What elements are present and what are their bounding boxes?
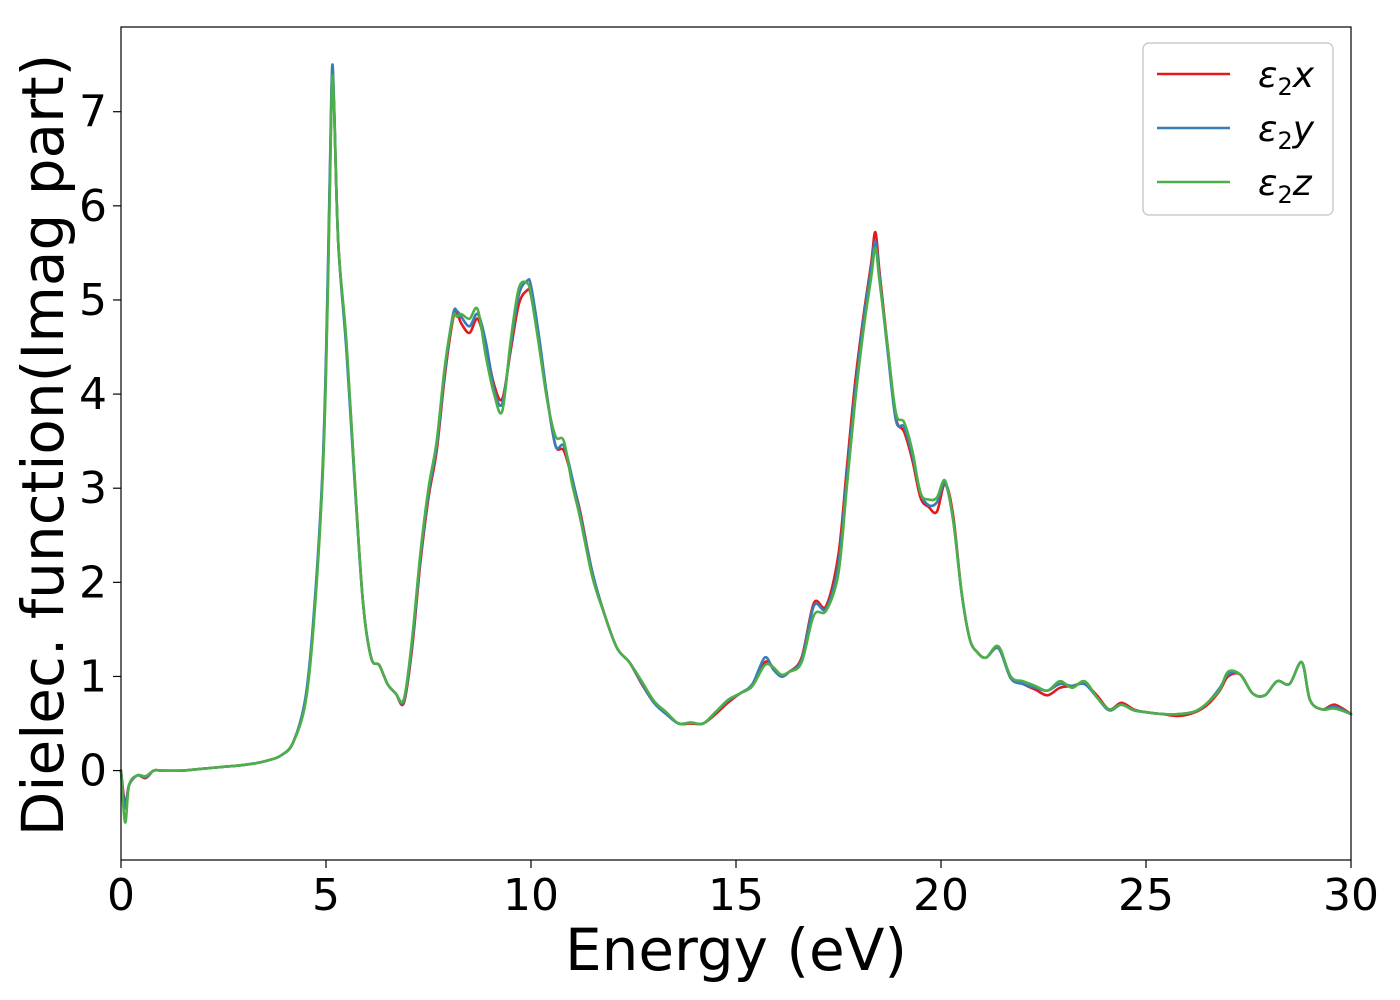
y-tick-label: 5 — [79, 275, 107, 326]
x-tick-label: 10 — [503, 870, 559, 921]
y-tick-label: 6 — [79, 181, 107, 232]
y-axis-title: Dielec. function(Imag part) — [9, 54, 77, 837]
y-tick-label: 7 — [79, 87, 107, 138]
x-axis-title: Energy (eV) — [565, 916, 907, 984]
x-tick-label: 30 — [1323, 870, 1379, 921]
y-tick-label: 2 — [79, 557, 107, 608]
x-tick-label: 20 — [913, 870, 969, 921]
x-tick-label: 5 — [312, 870, 340, 921]
legend-label-y: ε2y — [1258, 109, 1315, 155]
y-tick-label: 0 — [79, 746, 107, 797]
legend: ε2x ε2y ε2z — [1142, 42, 1334, 216]
legend-label-x: ε2x — [1258, 55, 1315, 101]
y-tick-label: 3 — [79, 463, 107, 514]
x-tick-label: 0 — [107, 870, 135, 921]
y-tick-label: 1 — [79, 651, 107, 702]
x-axis: 0 5 10 15 20 25 30 — [107, 860, 1379, 921]
x-tick-label: 15 — [708, 870, 764, 921]
x-tick-label: 25 — [1118, 870, 1174, 921]
y-tick-label: 4 — [79, 369, 107, 420]
y-axis: 0 1 2 3 4 5 6 7 — [79, 87, 121, 797]
legend-label-z: ε2z — [1258, 163, 1313, 209]
series-layer — [119, 63, 1353, 824]
legend-box — [1142, 42, 1334, 216]
series-line-z — [119, 74, 1353, 824]
